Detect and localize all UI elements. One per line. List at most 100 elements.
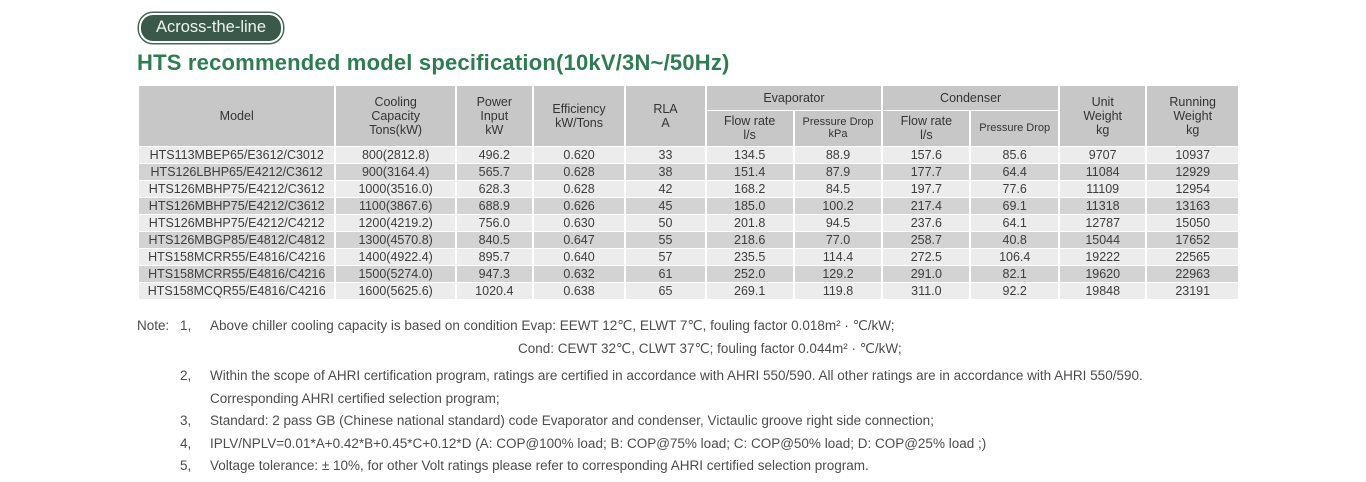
table-cell: HTS158MCQR55/E4816/C4216 (139, 283, 335, 299)
note-label: Note: (137, 318, 170, 333)
table-row: HTS126MBHP75/E4212/C3612 1100(3867.6) 688.… (139, 198, 1238, 214)
table-cell: 9707 (1059, 147, 1146, 163)
note-1-line-1: Above chiller cooling capacity is based … (210, 318, 895, 333)
table-cell: HTS126MBHP75/E4212/C3612 (139, 198, 335, 214)
note-2-line-2: Corresponding AHRI certified selection p… (210, 390, 500, 406)
table-cell: 40.8 (971, 232, 1058, 248)
table-cell: 106.4 (971, 249, 1058, 265)
table-cell: 151.4 (706, 164, 793, 180)
table-cell: 688.9 (456, 198, 532, 214)
table-cell: 0.626 (533, 198, 625, 214)
col-header-cond-flow-rate: Flow rate l/s (883, 111, 970, 146)
table-cell: 61 (626, 266, 705, 282)
table-cell: 92.2 (971, 283, 1058, 299)
table-cell: 119.8 (794, 283, 882, 299)
table-cell: 272.5 (883, 249, 970, 265)
note-item-4: 4, IPLV/NPLV=0.01*A+0.42*B+0.45*C+0.12*D… (137, 433, 1287, 456)
table-cell: 23191 (1147, 283, 1238, 299)
table-cell: 10937 (1147, 147, 1238, 163)
note-item-1: Note: 1, Above chiller cooling capacity … (137, 315, 1287, 360)
table-cell: 895.7 (456, 249, 532, 265)
table-cell: 13163 (1147, 198, 1238, 214)
table-cell: 87.9 (794, 164, 882, 180)
table-cell: 947.3 (456, 266, 532, 282)
col-header-cooling-capacity: Cooling Capacity Tons(kW) (336, 86, 455, 146)
page: Across-the-line HTS recommended model sp… (137, 13, 1240, 473)
table-cell: HTS113MBEP65/E3612/C3012 (139, 147, 335, 163)
table-cell: 1600(5625.6) (336, 283, 455, 299)
table-row: HTS158MCQR55/E4816/C4216 1600(5625.6) 1020… (139, 283, 1238, 299)
table-cell: HTS126LBHP65/E4212/C3612 (139, 164, 335, 180)
table-row: HTS158MCRR55/E4816/C4216 1500(5274.0) 947.… (139, 266, 1238, 282)
note-text: IPLV/NPLV=0.01*A+0.42*B+0.45*C+0.12*D (A… (210, 435, 987, 451)
note-label (137, 455, 180, 478)
table-cell: 64.1 (971, 215, 1058, 231)
note-text: Voltage tolerance: ± 10%, for other Volt… (210, 458, 869, 473)
spec-table-header: Model Cooling Capacity Tons(kW) Power In… (139, 86, 1238, 146)
table-cell: 800(2812.8) (336, 147, 455, 163)
col-header-evap-pressure-drop: Pressure Drop kPa (794, 111, 882, 146)
note-number: 3, (180, 413, 192, 428)
table-cell: 82.1 (971, 266, 1058, 282)
note-number: 4, (180, 435, 192, 451)
table-cell: 177.7 (883, 164, 970, 180)
table-cell: 252.0 (706, 266, 793, 282)
table-cell: HTS126MBHP75/E4212/C4212 (139, 215, 335, 231)
table-cell: 77.6 (971, 181, 1058, 197)
table-cell: 157.6 (883, 147, 970, 163)
note-label (137, 365, 180, 410)
table-cell: 235.5 (706, 249, 793, 265)
table-cell: 57 (626, 249, 705, 265)
table-cell: HTS126MBGP85/E4812/C4812 (139, 232, 335, 248)
spec-table-body: HTS113MBEP65/E3612/C3012 800(2812.8) 496.2… (139, 147, 1238, 299)
table-cell: 69.1 (971, 198, 1058, 214)
table-cell: 1300(4570.8) (336, 232, 455, 248)
table-cell: 291.0 (883, 266, 970, 282)
table-cell: 22565 (1147, 249, 1238, 265)
table-cell: 11109 (1059, 181, 1146, 197)
col-header-rla: RLA A (626, 86, 705, 146)
note-number: 2, (180, 368, 192, 383)
table-cell: 129.2 (794, 266, 882, 282)
table-cell: 88.9 (794, 147, 882, 163)
table-cell: 201.8 (706, 215, 793, 231)
table-cell: 114.4 (794, 249, 882, 265)
table-cell: 1200(4219.2) (336, 215, 455, 231)
table-row: HTS126MBHP75/E4212/C3612 1000(3516.0) 628.… (139, 181, 1238, 197)
note-text: Within the scope of AHRI certification p… (210, 365, 1287, 410)
table-cell: 12954 (1147, 181, 1238, 197)
table-cell: 218.6 (706, 232, 793, 248)
notes-section: Note: 1, Above chiller cooling capacity … (137, 315, 1287, 478)
header-group-row: Model Cooling Capacity Tons(kW) Power In… (139, 86, 1238, 146)
table-cell: HTS126MBHP75/E4212/C3612 (139, 181, 335, 197)
table-row: HTS158MCRR55/E4816/C4216 1400(4922.4) 895.… (139, 249, 1238, 265)
table-cell: 19222 (1059, 249, 1146, 265)
table-cell: 77.0 (794, 232, 882, 248)
table-cell: 0.638 (533, 283, 625, 299)
table-cell: 85.6 (971, 147, 1058, 163)
table-cell: 900(3164.4) (336, 164, 455, 180)
note-number: 1, (180, 318, 192, 333)
table-cell: 15050 (1147, 215, 1238, 231)
note-text: Above chiller cooling capacity is based … (210, 315, 1287, 360)
col-header-condenser: Condenser (883, 86, 1058, 110)
col-header-unit-weight: Unit Weight kg (1059, 86, 1146, 146)
table-cell: 1500(5274.0) (336, 266, 455, 282)
col-header-evaporator: Evaporator (706, 86, 882, 110)
header-sub-row: Flow rate l/s Pressure Drop kPa Flow rat… (139, 111, 1238, 146)
table-cell: 45 (626, 198, 705, 214)
table-cell: 0.628 (533, 181, 625, 197)
table-cell: 33 (626, 147, 705, 163)
table-cell: 628.3 (456, 181, 532, 197)
table-cell: HTS158MCRR55/E4816/C4216 (139, 266, 335, 282)
table-cell: 50 (626, 215, 705, 231)
spec-table: Model Cooling Capacity Tons(kW) Power In… (137, 85, 1240, 300)
table-cell: 64.4 (971, 164, 1058, 180)
table-cell: 19848 (1059, 283, 1146, 299)
note-item-2: 2, Within the scope of AHRI certificatio… (137, 365, 1287, 410)
table-cell: 0.640 (533, 249, 625, 265)
table-cell: 0.630 (533, 215, 625, 231)
note-item-3: 3, Standard: 2 pass GB (Chinese national… (137, 410, 1287, 433)
table-cell: 94.5 (794, 215, 882, 231)
table-cell: 55 (626, 232, 705, 248)
